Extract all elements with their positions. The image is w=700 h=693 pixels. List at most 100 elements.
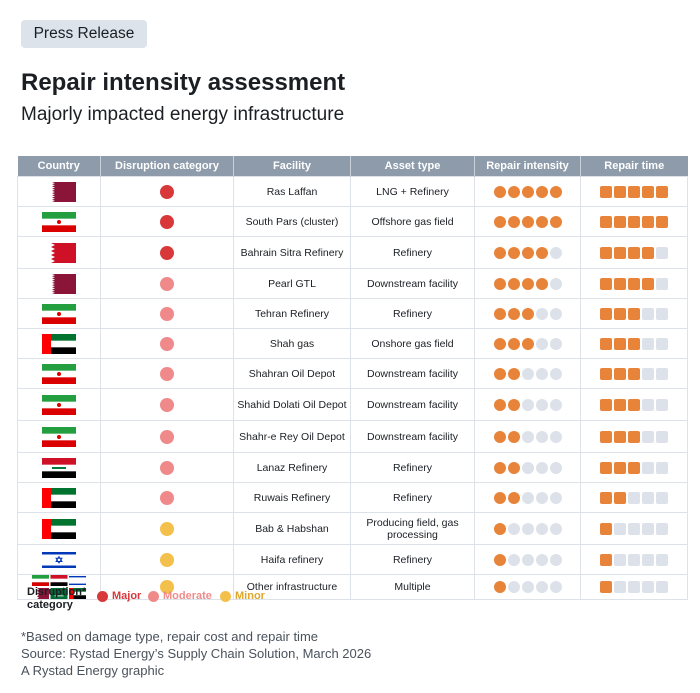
time-square-filled: [628, 277, 640, 290]
intensity-dot-filled: [507, 491, 520, 504]
time-square-empty: [656, 430, 668, 443]
repair-time-cell: [580, 268, 688, 299]
country-flag-cell: [17, 268, 101, 299]
column-header: Asset type: [350, 156, 475, 177]
repair-intensity-cell: [474, 574, 581, 600]
iran-flag-icon: [18, 426, 100, 447]
intensity-dot-empty: [535, 430, 548, 443]
minor-marker-icon: [220, 590, 231, 602]
minor-marker-icon: [160, 521, 174, 536]
disruption-category-cell: [100, 544, 234, 575]
repair-intensity-cell: [474, 236, 581, 269]
country-flag-cell: [17, 420, 101, 453]
major-marker-icon: [97, 590, 108, 602]
time-square-empty: [656, 277, 668, 290]
time-square-empty: [628, 522, 640, 535]
intensity-dot-filled: [507, 307, 520, 320]
page-subtitle: Majorly impacted energy infrastructure: [21, 104, 345, 125]
disruption-category-cell: [100, 298, 234, 329]
table-row: Bab & Habshan Producing field, gas proces…: [17, 512, 688, 545]
repair-time-cell: [580, 574, 688, 600]
disruption-category-cell: [100, 452, 234, 483]
footnote-source: Source: Rystad Energy’s Supply Chain Sol…: [21, 646, 372, 661]
time-square-filled: [614, 398, 626, 411]
time-square-empty: [614, 522, 626, 535]
table-row: Bahrain Sitra Refinery Refinery: [17, 236, 688, 269]
column-header: Repair time: [580, 156, 688, 177]
country-flag-cell: [17, 236, 101, 269]
time-square-filled: [600, 553, 612, 566]
intensity-dot-filled: [493, 215, 506, 228]
facility-cell: Pearl GTL: [233, 268, 351, 299]
intensity-dot-empty: [549, 398, 562, 411]
iran-flag-icon: [18, 394, 100, 415]
time-square-filled: [614, 430, 626, 443]
qatar-flag-icon: [18, 181, 100, 202]
uae-flag-icon: [18, 487, 100, 508]
moderate-marker-icon: [160, 336, 174, 351]
legend-item-label: Minor: [235, 590, 265, 602]
table-row: Pearl GTL Downstream facility: [17, 268, 688, 299]
intensity-dot-empty: [549, 581, 562, 593]
facility-cell: Lanaz Refinery: [233, 452, 351, 483]
legend-label: Disruption* category: [27, 586, 87, 611]
table-row: Ras Laffan LNG + Refinery: [17, 176, 688, 207]
facility-cell: Haifa refinery: [233, 544, 351, 575]
table-header-row: Country Disruption category Facility Ass…: [17, 156, 688, 177]
facility-cell: Bahrain Sitra Refinery: [233, 236, 351, 269]
repair-time-cell: [580, 388, 688, 421]
time-square-filled: [600, 491, 612, 504]
table-row: Lanaz Refinery Refinery: [17, 452, 688, 483]
intensity-dot-empty: [535, 553, 548, 566]
time-square-empty: [628, 581, 640, 593]
intensity-dot-filled: [493, 553, 506, 566]
time-square-filled: [642, 185, 654, 198]
intensity-dot-empty: [521, 398, 534, 411]
uae-flag-icon: [18, 518, 100, 539]
time-square-filled: [614, 367, 626, 380]
intensity-dot-filled: [493, 307, 506, 320]
bahrain-flag-icon: [18, 242, 100, 263]
time-square-empty: [656, 398, 668, 411]
time-square-filled: [614, 307, 626, 320]
multiple-flags-icon: [18, 575, 100, 599]
intensity-dot-filled: [507, 430, 520, 443]
repair-intensity-cell: [474, 482, 581, 513]
press-release-badge: Press Release: [21, 20, 147, 48]
asset-type-cell: Downstream facility: [350, 388, 475, 421]
intensity-dot-empty: [507, 553, 520, 566]
disruption-category-cell: [100, 268, 234, 299]
intensity-dot-filled: [549, 185, 562, 198]
table-row: Haifa refinery Refinery: [17, 544, 688, 575]
intensity-dot-filled: [507, 367, 520, 380]
asset-type-cell: Refinery: [350, 544, 475, 575]
intensity-dot-empty: [535, 337, 548, 350]
repair-time-cell: [580, 544, 688, 575]
time-square-filled: [614, 246, 626, 259]
country-flag-cell: [17, 482, 101, 513]
intensity-dot-filled: [507, 398, 520, 411]
major-marker-icon: [160, 245, 174, 260]
intensity-dot-empty: [535, 461, 548, 474]
intensity-dot-empty: [549, 307, 562, 320]
intensity-dot-empty: [549, 246, 562, 259]
time-square-filled: [614, 185, 626, 198]
disruption-category-cell: [100, 388, 234, 421]
asset-type-cell: Downstream facility: [350, 420, 475, 453]
table-row: Ruwais Refinery Refinery: [17, 482, 688, 513]
table-row: Shahran Oil Depot Downstream facility: [17, 358, 688, 389]
intensity-dot-empty: [507, 581, 520, 593]
time-square-filled: [656, 185, 668, 198]
time-square-filled: [600, 398, 612, 411]
time-square-filled: [600, 307, 612, 320]
repair-time-cell: [580, 176, 688, 207]
repair-intensity-cell: [474, 512, 581, 545]
intensity-dot-filled: [507, 461, 520, 474]
time-square-empty: [642, 337, 654, 350]
repair-intensity-cell: [474, 206, 581, 237]
legend-item-label: Major: [112, 590, 142, 602]
intensity-dot-empty: [535, 398, 548, 411]
repair-intensity-cell: [474, 544, 581, 575]
intensity-dot-empty: [535, 367, 548, 380]
repair-table: Country Disruption category Facility Ass…: [17, 156, 688, 600]
